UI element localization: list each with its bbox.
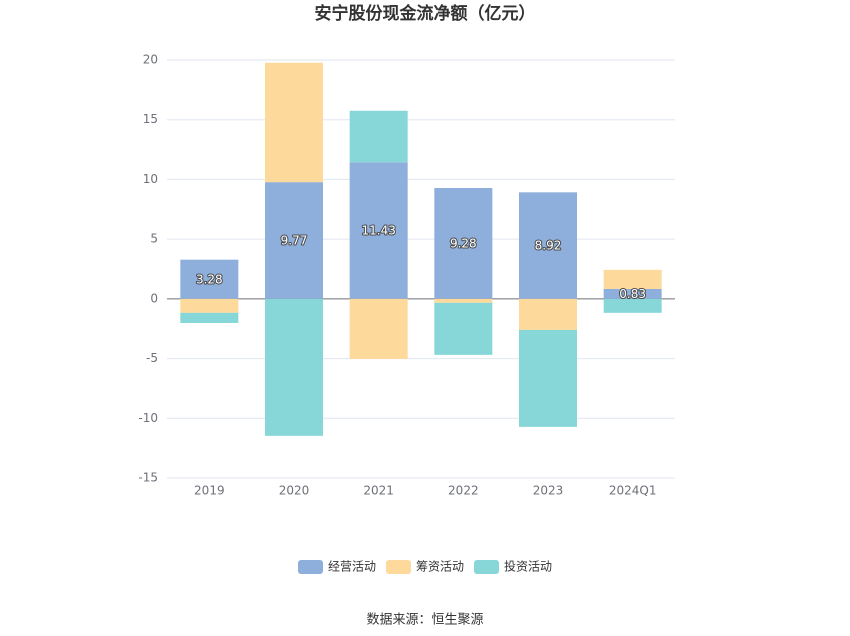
y-tick-label: -10 — [138, 411, 158, 425]
legend-item-operating[interactable]: 经营活动 — [298, 560, 376, 575]
y-tick-label: 15 — [143, 112, 158, 126]
bar-investing-2024q1 — [603, 298, 662, 313]
source-note: 数据来源：恒生聚源 — [366, 613, 483, 628]
bar-financing-2021 — [349, 298, 408, 359]
legend-swatch-investing — [474, 560, 499, 574]
bar-investing-2021 — [349, 110, 408, 163]
data-label-operating-2022: 9.28 — [450, 236, 477, 250]
bar-investing-2019 — [180, 312, 239, 323]
bar-financing-2024q1 — [603, 269, 662, 289]
data-label-operating-2024q1: 0.83 — [619, 287, 646, 301]
legend-label-operating: 经营活动 — [328, 560, 376, 574]
y-tick-label: -5 — [146, 351, 158, 365]
data-label-operating-2021: 11.43 — [361, 224, 395, 238]
bar-operating-2019 — [180, 259, 239, 299]
bar-financing-2020 — [265, 62, 323, 183]
bars — [180, 62, 662, 436]
grid-lines — [167, 59, 675, 479]
legend-label-financing: 筹资活动 — [416, 560, 464, 574]
y-tick-label: 10 — [143, 172, 158, 186]
bar-investing-2020 — [265, 298, 323, 436]
x-tick-label: 2022 — [448, 484, 479, 498]
x-tick-label: 2021 — [363, 484, 394, 498]
legend-label-investing: 投资活动 — [504, 559, 552, 574]
bar-operating-2021 — [349, 162, 408, 299]
bar-operating-2022 — [434, 188, 493, 299]
bar-operating-2023 — [519, 192, 577, 299]
bar-investing-2022 — [434, 302, 493, 355]
legend-swatch-financing — [386, 560, 411, 574]
y-tick-label: 20 — [143, 53, 158, 67]
y-tick-label: 0 — [150, 291, 158, 305]
bar-financing-2019 — [180, 298, 239, 313]
bar-operating-2020 — [265, 182, 323, 299]
x-tick-label: 2024Q1 — [609, 484, 657, 498]
legend: 经营活动 筹资活动 投资活动 — [298, 559, 552, 575]
bar-operating-2024q1 — [603, 288, 662, 299]
bar-investing-2023 — [519, 329, 577, 427]
data-label-operating-2019: 3.28 — [196, 272, 223, 286]
bar-financing-2023 — [519, 298, 577, 330]
chart-title: 安宁股份现金流净额（亿元） — [315, 3, 536, 24]
data-labels: 3.28 9.77 11.43 9.28 8.92 0.83 — [195, 223, 647, 302]
legend-item-financing[interactable]: 筹资活动 — [386, 560, 464, 575]
bar-financing-2022 — [434, 298, 493, 303]
data-label-operating-2023: 8.92 — [535, 239, 562, 253]
y-tick-label: -15 — [138, 471, 158, 485]
x-tick-label: 2023 — [533, 484, 564, 498]
x-tick-label: 2020 — [279, 484, 310, 498]
x-tick-label: 2019 — [194, 484, 225, 498]
y-tick-label: 5 — [150, 232, 158, 246]
legend-item-investing[interactable]: 投资活动 — [474, 559, 552, 575]
legend-swatch-operating — [298, 560, 323, 574]
x-axis: 2019 2020 2021 2022 2023 2024Q1 — [194, 484, 656, 498]
data-label-operating-2020: 9.77 — [281, 234, 308, 248]
y-axis: 20 15 10 5 0 -5 -10 -15 — [138, 53, 158, 485]
